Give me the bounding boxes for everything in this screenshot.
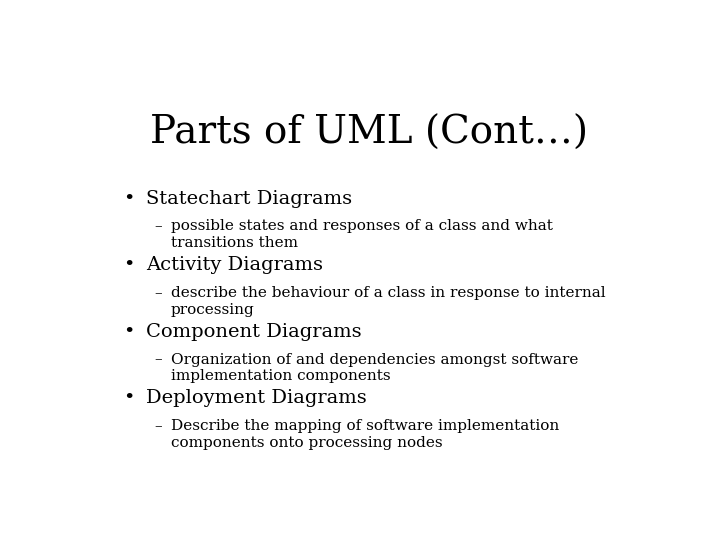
Text: Describe the mapping of software implementation: Describe the mapping of software impleme… — [171, 419, 559, 433]
Text: possible states and responses of a class and what: possible states and responses of a class… — [171, 219, 553, 233]
Text: –: – — [154, 353, 162, 367]
Text: transitions them: transitions them — [171, 236, 298, 250]
Text: –: – — [154, 219, 162, 233]
Text: describe the behaviour of a class in response to internal: describe the behaviour of a class in res… — [171, 286, 606, 300]
Text: •: • — [124, 322, 135, 341]
Text: Component Diagrams: Component Diagrams — [145, 322, 361, 341]
Text: •: • — [124, 389, 135, 407]
Text: •: • — [124, 190, 135, 207]
Text: Organization of and dependencies amongst software: Organization of and dependencies amongst… — [171, 353, 578, 367]
Text: •: • — [124, 256, 135, 274]
Text: processing: processing — [171, 302, 255, 316]
Text: Statechart Diagrams: Statechart Diagrams — [145, 190, 352, 207]
Text: implementation components: implementation components — [171, 369, 390, 383]
Text: Activity Diagrams: Activity Diagrams — [145, 256, 323, 274]
Text: –: – — [154, 286, 162, 300]
Text: components onto processing nodes: components onto processing nodes — [171, 436, 443, 450]
Text: –: – — [154, 419, 162, 433]
Text: Deployment Diagrams: Deployment Diagrams — [145, 389, 366, 407]
Text: Parts of UML (Cont…): Parts of UML (Cont…) — [150, 114, 588, 152]
